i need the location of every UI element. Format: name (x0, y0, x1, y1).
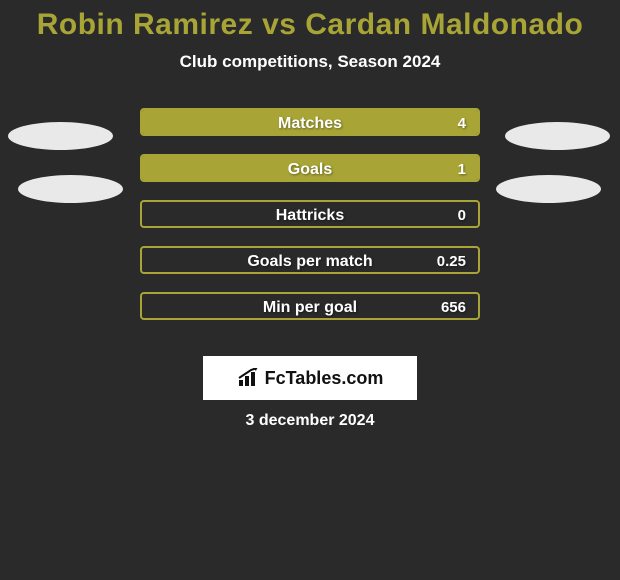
stat-bar: Min per goal656 (140, 292, 480, 320)
date-text: 3 december 2024 (0, 412, 620, 430)
stat-bar-fill (142, 110, 478, 134)
decorative-ellipse (496, 175, 601, 203)
stat-value: 0 (458, 202, 466, 228)
stat-row: Min per goal656 (0, 292, 620, 338)
stat-value: 656 (441, 294, 466, 320)
stat-bar-fill (142, 156, 478, 180)
stat-row: Hattricks0 (0, 200, 620, 246)
decorative-ellipse (18, 175, 123, 203)
stat-bar: Goals1 (140, 154, 480, 182)
stat-bar: Goals per match0.25 (140, 246, 480, 274)
decorative-ellipse (8, 122, 113, 150)
stat-bar: Hattricks0 (140, 200, 480, 228)
bars-chart-icon (237, 368, 261, 388)
decorative-ellipse (505, 122, 610, 150)
stat-value: 0.25 (437, 248, 466, 274)
stat-label: Min per goal (142, 294, 478, 320)
stat-label: Goals per match (142, 248, 478, 274)
subtitle: Club competitions, Season 2024 (0, 52, 620, 72)
page-title: Robin Ramirez vs Cardan Maldonado (0, 0, 620, 42)
brand-text: FcTables.com (265, 368, 384, 389)
stat-row: Goals per match0.25 (0, 246, 620, 292)
brand-box[interactable]: FcTables.com (203, 356, 417, 400)
stat-label: Hattricks (142, 202, 478, 228)
stat-bar: Matches4 (140, 108, 480, 136)
